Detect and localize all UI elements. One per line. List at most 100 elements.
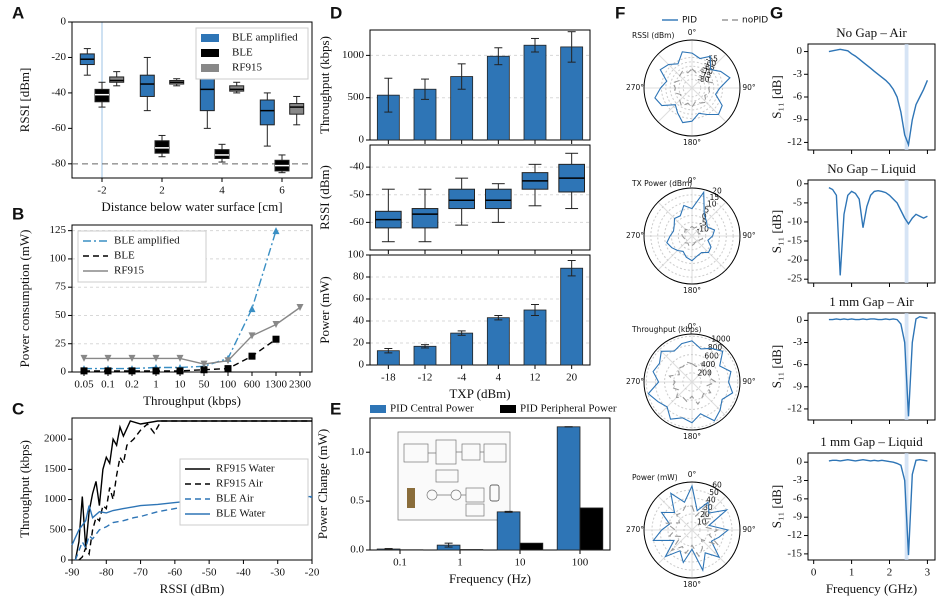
angle-label: 90° [742, 377, 756, 386]
plot-frame [369, 144, 591, 251]
marker [200, 366, 208, 374]
y-tick-label: -12 [787, 529, 802, 541]
bar [560, 267, 584, 366]
radial-tick-label: -75 [699, 71, 711, 80]
y-tick-label: 1500 [44, 463, 67, 475]
radial-tick-label: 10 [697, 518, 707, 527]
marker [296, 304, 304, 312]
y-tick-label: 0 [359, 359, 365, 371]
x-axis-label: Frequency (GHz) [826, 581, 917, 596]
inset-block [465, 503, 485, 517]
radial-grid [683, 521, 701, 539]
plot-frame [369, 29, 591, 141]
y-tick-label: 0 [797, 456, 803, 468]
legend-swatch [500, 405, 516, 413]
box [139, 74, 155, 97]
box [448, 188, 476, 210]
y-tick-label: 0 [797, 45, 803, 57]
radial-tick-label: 800 [708, 343, 723, 352]
panel-title: No Gap – Liquid [827, 161, 916, 176]
line [828, 48, 929, 148]
marker [152, 367, 160, 375]
spoke [691, 381, 727, 417]
legend-label: BLE [232, 47, 253, 59]
x-tick-label: 100 [220, 379, 237, 391]
box [411, 208, 439, 229]
y-tick-label: 2000 [44, 433, 67, 445]
y-tick-label: 100 [50, 252, 67, 264]
x-tick-label: -80 [99, 567, 114, 579]
inset-robot [407, 488, 415, 508]
polar-line [652, 484, 730, 572]
x-tick-label: 0.05 [74, 379, 94, 391]
y-tick-label: -3 [793, 474, 803, 486]
box [259, 99, 275, 126]
y-tick-label: 0 [61, 554, 67, 566]
x-tick-label: -18 [381, 372, 396, 384]
y-tick-label: 1.0 [350, 446, 364, 458]
panel-title: RSSI (dBm) [632, 31, 674, 40]
bar [519, 542, 544, 551]
panel-label: A [12, 3, 24, 22]
y-tick-label: 75 [55, 281, 67, 293]
y-tick-label: -50 [349, 188, 364, 200]
polar-frame [643, 187, 741, 285]
bar [413, 345, 437, 366]
plot-frame [807, 312, 936, 421]
x-tick-label: -20 [305, 567, 320, 579]
panel-label: G [770, 3, 783, 22]
legend-swatch [370, 405, 386, 413]
x-tick-label: -70 [133, 567, 148, 579]
bar [556, 426, 581, 551]
radial-grid [650, 194, 734, 278]
polar-line [671, 68, 714, 109]
x-tick-label: 2300 [289, 379, 312, 391]
legend-label: PID Central Power [390, 403, 474, 415]
y-axis-label: S₁₁ [dB] [769, 75, 784, 118]
x-tick-label: -90 [65, 567, 80, 579]
polar-line [680, 225, 704, 248]
y-tick-label: 60 [353, 293, 365, 305]
marker [176, 367, 184, 375]
marker [104, 354, 112, 362]
legend-label: BLE [114, 250, 135, 262]
legend-label: RF915 [232, 62, 262, 74]
marker [104, 367, 112, 375]
radial-grid [678, 74, 706, 102]
marker [80, 354, 88, 362]
spoke [657, 53, 693, 89]
x-tick-label: 3 [925, 567, 931, 579]
bar [496, 511, 521, 551]
legend-swatch [201, 64, 219, 72]
angle-label: 270° [626, 377, 644, 386]
y-tick-label: 0 [61, 16, 67, 28]
legend-swatch [201, 49, 219, 57]
spoke [691, 87, 727, 123]
x-tick-label: 4 [496, 372, 502, 384]
y-axis-label: Power Change (mW) [315, 429, 330, 539]
y-tick-label: 500 [50, 523, 67, 535]
y-tick-label: -20 [787, 254, 802, 266]
x-tick-label: 20 [566, 372, 578, 384]
marker [248, 305, 256, 313]
radial-tick-label: 5 [704, 206, 709, 215]
y-axis-label: Throughput (kbps) [317, 36, 332, 134]
radial-grid [682, 78, 702, 98]
panel-label: D [330, 3, 342, 22]
angle-label: 0° [688, 176, 697, 185]
x-tick-label: 100 [572, 557, 589, 569]
y-axis-label: Throughput (kbps) [17, 440, 32, 538]
panel-title: Power (mW) [632, 473, 678, 482]
x-tick-label: 1 [153, 379, 159, 391]
y-tick-label: -15 [787, 547, 802, 559]
marker [248, 352, 256, 360]
marker [152, 354, 160, 362]
radial-grid [677, 221, 707, 251]
radial-grid [660, 56, 724, 120]
plot-frame [71, 224, 313, 373]
y-axis-label: S₁₁ [dB] [769, 345, 784, 388]
y-tick-label: 0 [61, 366, 67, 378]
y-tick-label: 50 [55, 309, 67, 321]
radial-grid [664, 354, 720, 410]
x-tick-label: -60 [168, 567, 183, 579]
